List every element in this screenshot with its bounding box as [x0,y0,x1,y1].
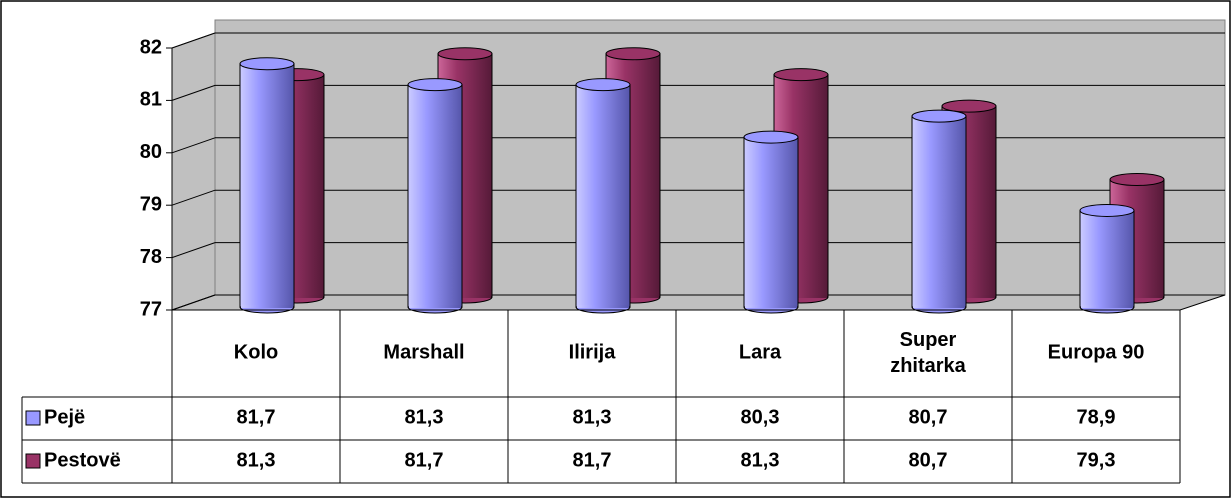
grid-line [171,84,216,101]
cylinder-cover [409,305,461,308]
x-tick-label: Super zhitarka [890,329,966,377]
grid-line [171,189,216,206]
cylinder-cover [439,295,491,298]
y-tick-label: 78 [140,246,162,268]
value-label: 81,7 [237,406,276,428]
back-wall [214,19,1226,296]
cylinder-top [1109,172,1165,186]
floor [171,294,1226,311]
cylinder-cover [271,295,323,298]
cylinder-cover [943,295,995,298]
cylinder-cover [577,305,629,308]
value-label: 78,9 [1077,406,1116,428]
y-tick-label: 82 [140,36,162,58]
value-label: 81,3 [573,406,612,428]
x-tick-label: Kolo [234,341,278,363]
cylinder-cover [775,295,827,298]
x-tick-label: Lara [739,341,782,363]
cylinder-top [239,57,295,71]
cylinder-top [1079,203,1135,217]
y-tick-label: 81 [140,89,162,111]
cylinder-top [941,99,997,113]
grid-line [171,294,216,311]
legend-label: Pejë [44,406,85,428]
cylinder-top [743,130,799,144]
bar [911,115,967,308]
value-label: 79,3 [1077,449,1116,471]
value-label: 81,3 [237,449,276,471]
y-tick-label: 80 [140,141,162,163]
cylinder-cover [745,305,797,308]
bar [1079,209,1135,308]
cylinder-cover [1081,305,1133,308]
value-label: 81,3 [405,406,444,428]
cylinder-cover [607,295,659,298]
cylinder-top [911,109,967,123]
grid-line [171,242,216,259]
cylinder-top [407,78,463,92]
bar [239,63,295,308]
x-tick-label: Marshall [383,341,464,363]
value-label: 81,7 [573,449,612,471]
grid-line [171,137,216,154]
grid-line [171,32,216,49]
x-tick-label: Ilirija [569,341,617,363]
legend-label: Pestovë [44,449,121,471]
bar [407,84,463,308]
cylinder-cover [241,305,293,308]
cylinder-top [773,68,829,82]
bar [575,84,631,308]
cylinder-top [605,47,661,61]
cylinder-top [437,47,493,61]
value-label: 80,7 [909,449,948,471]
y-tick-label: 79 [140,193,162,215]
cylinder-cover [913,305,965,308]
side-wall [171,32,216,311]
legend-key [25,453,41,469]
cylinder-cover [1111,295,1163,298]
cylinder-top [575,78,631,92]
value-label: 81,7 [405,449,444,471]
legend-key [25,410,41,426]
value-label: 80,3 [741,406,780,428]
value-label: 81,3 [741,449,780,471]
value-label: 80,7 [909,406,948,428]
bar [743,136,799,308]
x-tick-label: Europa 90 [1048,341,1145,363]
y-tick-label: 77 [140,298,162,320]
